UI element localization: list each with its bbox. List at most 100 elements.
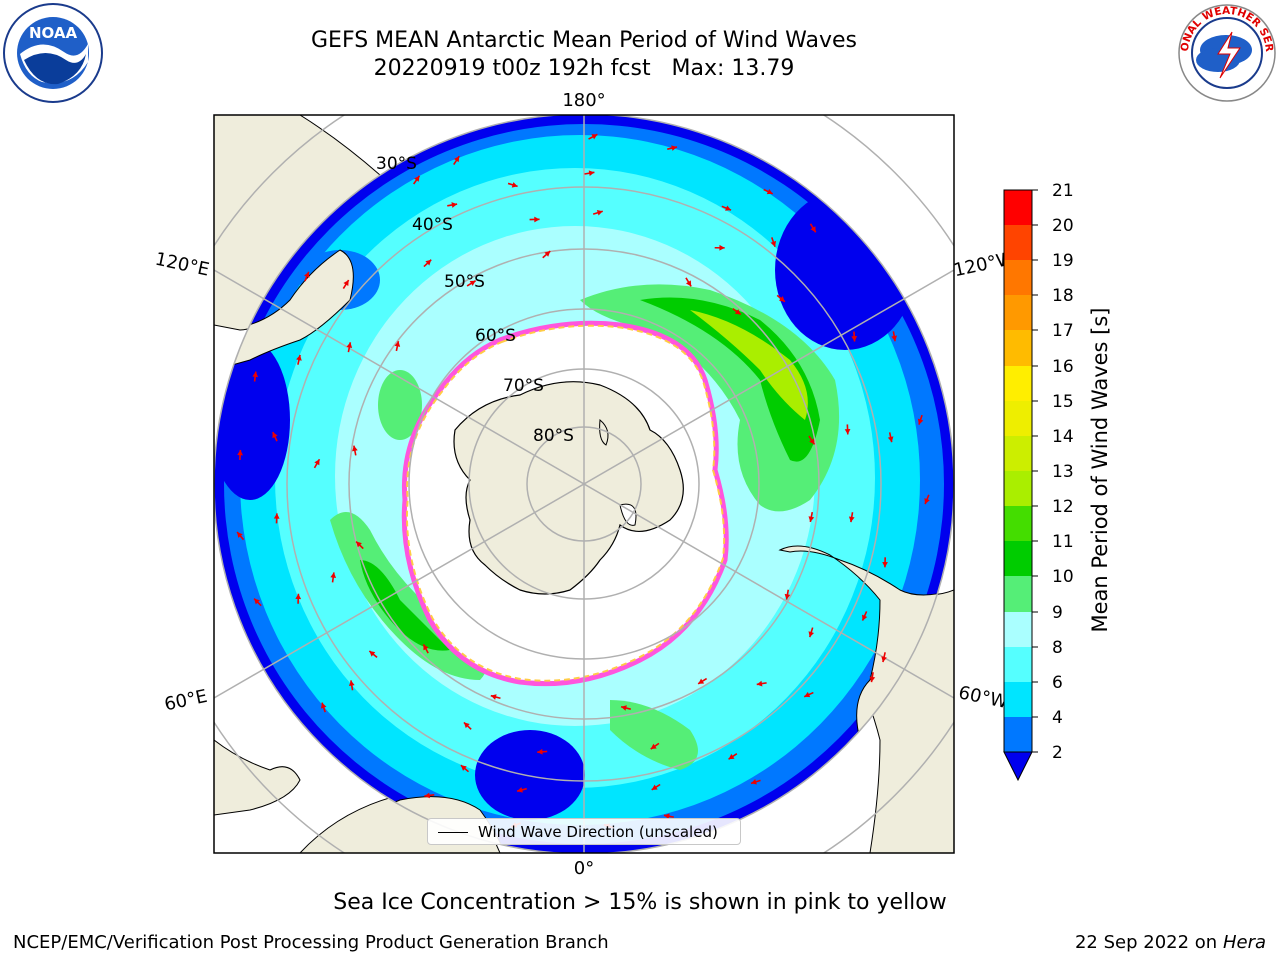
wave-direction-arrowhead [451, 202, 458, 208]
lat-label-60s: 60°S [475, 326, 516, 346]
lon-label-60e: 60°E [163, 686, 210, 716]
lat-label-70s: 70°S [503, 376, 544, 396]
colorbar-bin [1004, 576, 1032, 612]
lat-label-50s: 50°S [444, 272, 485, 292]
lon-label-120e: 120°E [153, 249, 211, 281]
colorbar-bin [1004, 647, 1032, 682]
wave-direction-arrowhead [784, 593, 791, 600]
colorbar-bin [1004, 612, 1032, 647]
colorbar-label: Mean Period of Wind Waves [s] [1088, 307, 1112, 633]
wave-direction-arrowhead [352, 445, 358, 452]
lon-label-0: 0° [574, 858, 594, 879]
colorbar-tick-label: 20 [1052, 216, 1074, 236]
colorbar-tick-label: 15 [1052, 392, 1074, 412]
wave-direction-arrowhead [844, 429, 851, 435]
wave-direction-arrowhead [719, 244, 725, 251]
colorbar-tick-label: 14 [1052, 427, 1074, 447]
wave-direction-arrowhead [534, 216, 540, 223]
wave-direction-arrowhead [881, 656, 887, 663]
wave-direction-arrowhead [882, 561, 888, 568]
wave-direction-arrowhead [917, 418, 924, 425]
wave-direction-arrowhead [770, 240, 777, 247]
lat-label-40s: 40°S [412, 215, 453, 235]
colorbar: 21 20 19 18 17 16 15 14 13 12 11 10 9 8 6 4 2 [1003, 181, 1074, 782]
wave-direction-arrowhead [728, 753, 735, 760]
wave-direction-arrowhead [621, 705, 627, 711]
colorbar-tick-label: 6 [1052, 673, 1063, 693]
wave-direction-arrowhead [273, 513, 280, 519]
footer-credit: NCEP/EMC/Verification Post Processing Pr… [13, 932, 609, 953]
colorbar-tick-label: 9 [1052, 603, 1063, 623]
title-line-2: 20220919 t00z 192h fcst Max: 13.79 [373, 56, 795, 81]
wave-direction-arrowhead [425, 259, 432, 266]
wave-direction-arrowhead [756, 680, 763, 687]
wave-direction-arrowhead [924, 498, 930, 505]
wave-direction-arrowhead [423, 644, 429, 651]
colorbar-tick-label: 4 [1052, 708, 1063, 728]
colorbar-bin [1004, 295, 1032, 330]
colorbar-tick-label: 11 [1052, 532, 1074, 552]
legend-line-sample [438, 832, 468, 833]
wave-direction-arrowhead [869, 676, 876, 683]
wave-direction-arrowhead [778, 296, 785, 302]
colorbar-bin [1004, 260, 1032, 295]
wave-direction-arrowhead [887, 436, 894, 443]
colorbar-tick-label: 2 [1052, 743, 1063, 763]
colorbar-bin [1004, 366, 1032, 401]
wave-direction-arrowhead [588, 170, 595, 177]
wave-direction-arrowhead [237, 449, 243, 456]
colorbar-bin [1004, 471, 1032, 506]
wave-direction-arrowhead [254, 598, 260, 605]
nws-logo: NATIONAL WEATHER SERVICE [1176, 2, 1276, 102]
lat-label-30s: 30°S [376, 154, 417, 174]
wave-direction-arrowhead [862, 614, 868, 621]
footer-date: 22 Sep 2022 on Hera [1075, 932, 1266, 953]
colorbar-tick-label: 10 [1052, 567, 1074, 587]
wave-direction-arrowhead [725, 205, 732, 211]
wave-direction-arrowhead [671, 145, 677, 151]
colorbar-under-triangle [1003, 751, 1033, 782]
wave-direction-arrowhead [851, 336, 858, 342]
wave-direction-arrowhead [460, 765, 467, 771]
wave-direction-arrowhead [295, 593, 302, 600]
wave-direction-arrowhead [537, 748, 543, 755]
wave-direction-arrowhead [490, 694, 497, 700]
colorbar-bin [1004, 401, 1032, 436]
wave-direction-arrowhead [808, 631, 815, 638]
wave-direction-arrowhead [663, 813, 670, 820]
colorbar-tick-label: 13 [1052, 462, 1074, 482]
wave-direction-arrowhead [766, 188, 773, 195]
colorbar-bin [1004, 225, 1032, 260]
colorbar-bin [1004, 541, 1032, 576]
colorbar-bin [1004, 682, 1032, 717]
wave-direction-arrowhead [346, 342, 353, 349]
lon-label-180: 180° [562, 90, 605, 111]
wave-direction-arrowhead [414, 175, 420, 182]
wave-direction-arrowhead [296, 354, 302, 361]
sea-ice-note: Sea Ice Concentration > 15% is shown in … [333, 890, 947, 915]
wave-direction-arrowhead [348, 680, 355, 687]
wave-direction-arrowhead [511, 182, 518, 188]
wave-direction-arrowhead [343, 280, 349, 287]
wave-direction-arrowhead [304, 271, 310, 278]
wave-direction-arrowhead [252, 371, 259, 378]
colorbar-bin [1004, 506, 1032, 541]
wave-direction-arrowhead [330, 572, 337, 579]
wave-direction-arrowhead [544, 251, 551, 257]
wave-direction-arrowhead [424, 792, 430, 799]
legend-label: Wind Wave Direction (unscaled) [478, 823, 718, 841]
title-line-1: GEFS MEAN Antarctic Mean Period of Wind … [311, 28, 857, 53]
wave-direction-arrowhead [698, 678, 705, 684]
wave-direction-arrowhead [734, 309, 741, 315]
colorbar-bin [1004, 717, 1032, 752]
chart-title: GEFS MEAN Antarctic Mean Period of Wind … [220, 27, 948, 83]
footer-date-text: 22 Sep 2022 on [1074, 932, 1218, 953]
wave-direction-arrowhead [810, 226, 816, 233]
colorbar-tick-label: 16 [1052, 357, 1074, 377]
colorbar-bin [1004, 436, 1032, 471]
svg-text:NOAA: NOAA [29, 24, 78, 42]
wave-direction-arrowhead [314, 459, 320, 466]
wave-direction-arrowhead [596, 210, 603, 216]
antarctica-landmass [453, 381, 684, 595]
wave-direction-arrowhead [651, 784, 658, 790]
